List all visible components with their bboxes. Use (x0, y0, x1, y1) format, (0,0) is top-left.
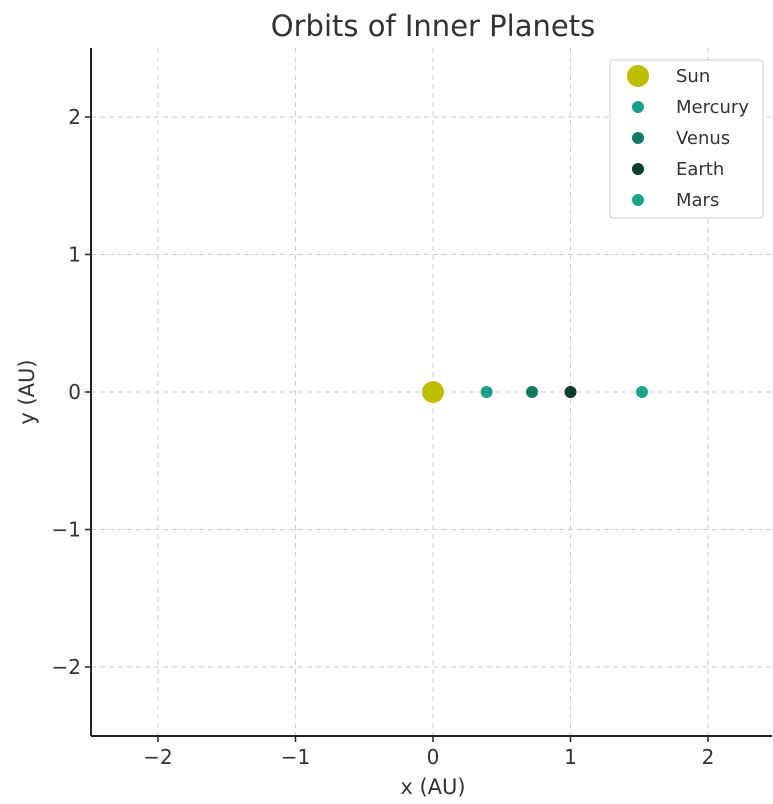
y-tick-label: −1 (52, 518, 81, 542)
mars-point (636, 386, 648, 398)
x-ticks: −2 −1 0 1 2 (143, 736, 714, 769)
x-tick-label: 2 (702, 745, 715, 769)
chart-title: Orbits of Inner Planets (271, 9, 595, 43)
legend-label-mercury: Mercury (676, 97, 749, 118)
y-axis-label: y (AU) (15, 359, 39, 424)
legend-label-venus: Venus (676, 128, 730, 149)
legend-marker-venus (632, 132, 644, 144)
y-tick-label: −2 (52, 655, 81, 679)
legend-label-earth: Earth (676, 159, 724, 180)
legend-marker-mars (632, 194, 644, 206)
x-tick-label: −1 (281, 745, 310, 769)
venus-point (526, 386, 538, 398)
x-tick-label: 0 (427, 745, 440, 769)
x-axis-label: x (AU) (400, 775, 465, 799)
earth-point (564, 386, 577, 398)
y-tick-label: 1 (68, 243, 81, 267)
legend-box (609, 59, 764, 219)
y-tick-label: 2 (68, 105, 81, 129)
legend-marker-earth (632, 163, 644, 175)
y-ticks: −2 −1 0 1 2 (52, 105, 91, 679)
y-tick-label: 0 (68, 380, 81, 404)
mercury-point (480, 386, 493, 398)
x-tick-label: 1 (564, 745, 577, 769)
legend-marker-mercury (632, 101, 644, 113)
x-tick-label: −2 (143, 745, 172, 769)
legend-label-sun: Sun (676, 66, 710, 87)
sun-point (422, 381, 444, 403)
legend: Sun Mercury Venus Earth Mars (609, 59, 764, 219)
legend-marker-sun (627, 65, 649, 87)
legend-label-mars: Mars (676, 190, 719, 211)
data-points (422, 381, 648, 403)
